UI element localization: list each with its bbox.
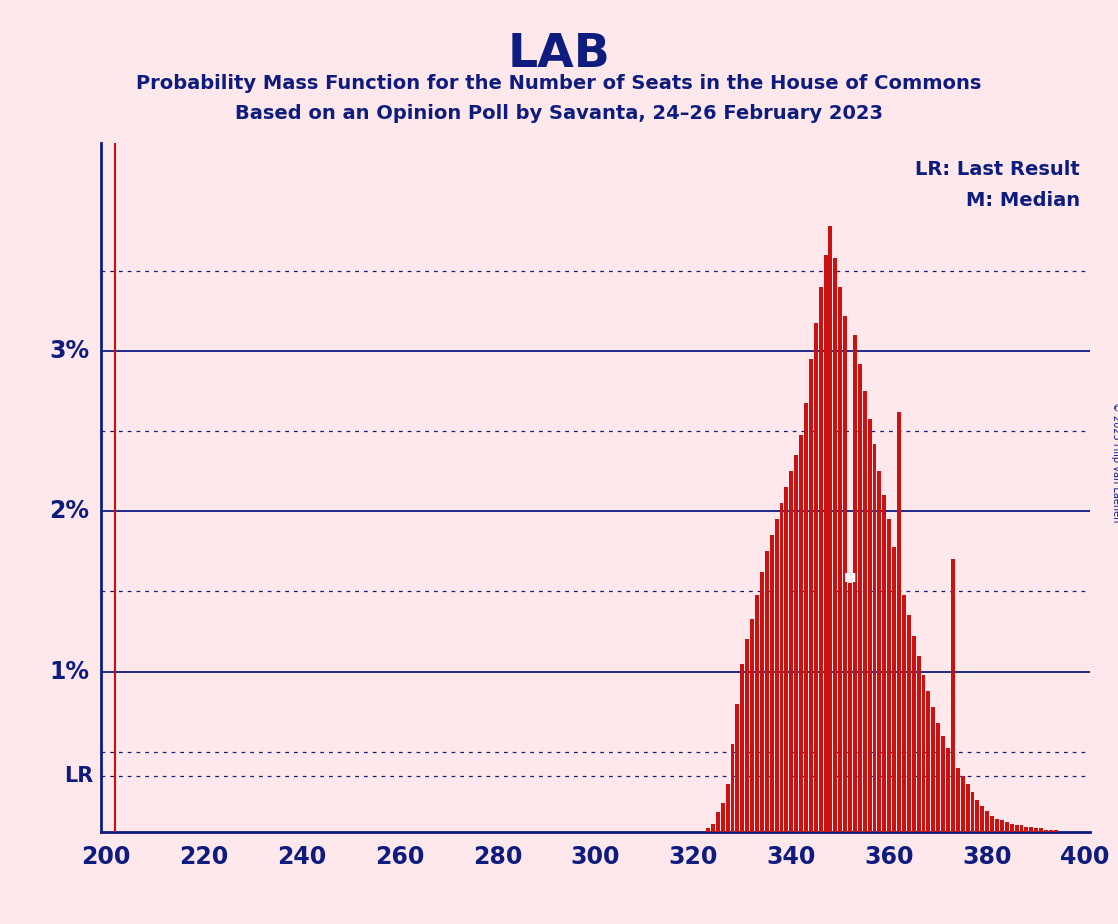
- Bar: [960, 775, 965, 832]
- Text: Probability Mass Function for the Number of Seats in the House of Commons: Probability Mass Function for the Number…: [136, 74, 982, 93]
- Bar: [956, 768, 959, 832]
- Text: 3%: 3%: [49, 339, 89, 363]
- Bar: [941, 736, 945, 832]
- Bar: [814, 322, 817, 832]
- Bar: [799, 434, 803, 832]
- Bar: [931, 707, 936, 832]
- Bar: [966, 784, 969, 832]
- Bar: [1054, 830, 1058, 832]
- Bar: [746, 639, 749, 832]
- Text: M: Median: M: Median: [966, 191, 1080, 211]
- Bar: [970, 792, 975, 832]
- Bar: [765, 552, 769, 832]
- Bar: [1015, 825, 1018, 832]
- Bar: [1039, 829, 1043, 832]
- Bar: [726, 784, 730, 832]
- Bar: [985, 810, 989, 832]
- Text: 1%: 1%: [49, 660, 89, 684]
- Bar: [1020, 825, 1023, 832]
- Text: LR: Last Result: LR: Last Result: [916, 161, 1080, 179]
- Bar: [716, 812, 720, 832]
- Bar: [1049, 830, 1053, 832]
- Bar: [804, 403, 808, 832]
- Bar: [995, 819, 999, 832]
- Text: © 2023 Filip van Laenen: © 2023 Filip van Laenen: [1111, 402, 1118, 522]
- Bar: [1024, 827, 1029, 832]
- Bar: [921, 675, 926, 832]
- Bar: [1010, 823, 1014, 832]
- Bar: [740, 663, 745, 832]
- Bar: [789, 471, 794, 832]
- Bar: [1034, 829, 1039, 832]
- Bar: [769, 535, 774, 832]
- Bar: [991, 816, 994, 832]
- Bar: [858, 364, 862, 832]
- Bar: [849, 583, 852, 832]
- Bar: [951, 559, 955, 832]
- Bar: [809, 359, 813, 832]
- Bar: [824, 255, 827, 832]
- Text: Based on an Opinion Poll by Savanta, 24–26 February 2023: Based on an Opinion Poll by Savanta, 24–…: [235, 104, 883, 124]
- Bar: [779, 504, 784, 832]
- Bar: [917, 655, 920, 832]
- Text: LR: LR: [65, 766, 94, 785]
- Bar: [907, 615, 911, 832]
- Bar: [863, 392, 866, 832]
- Bar: [946, 748, 950, 832]
- Bar: [794, 456, 798, 832]
- Bar: [872, 444, 877, 832]
- Bar: [1005, 822, 1008, 832]
- Bar: [882, 495, 887, 832]
- Bar: [828, 226, 833, 832]
- Bar: [843, 316, 847, 832]
- Bar: [999, 821, 1004, 832]
- Bar: [1030, 827, 1033, 832]
- Text: LAB: LAB: [508, 32, 610, 78]
- Bar: [730, 744, 735, 832]
- Bar: [892, 547, 897, 832]
- Bar: [755, 595, 759, 832]
- Bar: [750, 619, 754, 832]
- Bar: [818, 287, 823, 832]
- Bar: [785, 488, 788, 832]
- Bar: [838, 287, 842, 832]
- Bar: [775, 519, 778, 832]
- Bar: [912, 637, 916, 832]
- Bar: [878, 471, 881, 832]
- Text: 2%: 2%: [49, 500, 89, 523]
- Bar: [927, 691, 930, 832]
- Bar: [711, 823, 714, 832]
- Bar: [980, 806, 984, 832]
- Bar: [853, 335, 856, 832]
- Bar: [721, 803, 724, 832]
- Bar: [760, 572, 764, 832]
- Bar: [833, 259, 837, 832]
- Text: M: M: [844, 572, 856, 585]
- Bar: [936, 723, 940, 832]
- Bar: [868, 419, 872, 832]
- Bar: [897, 412, 901, 832]
- Bar: [736, 703, 739, 832]
- Bar: [888, 519, 891, 832]
- Bar: [1044, 830, 1048, 832]
- Bar: [902, 595, 906, 832]
- Bar: [975, 799, 979, 832]
- Bar: [707, 829, 710, 832]
